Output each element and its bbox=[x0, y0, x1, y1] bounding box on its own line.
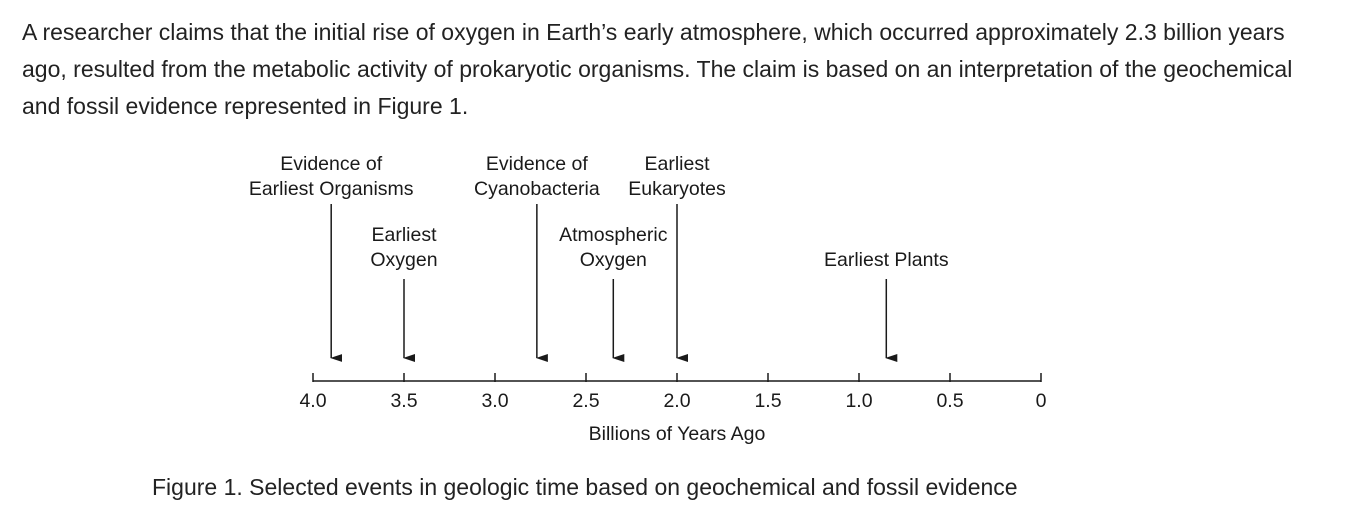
timeline-event: Earliest Eukaryotes bbox=[628, 153, 726, 362]
axis-label: Billions of Years Ago bbox=[589, 423, 766, 445]
event-label-line: Oxygen bbox=[370, 249, 437, 271]
axis-tick-label: 3.0 bbox=[481, 390, 508, 412]
intro-paragraph: A researcher claims that the initial ris… bbox=[22, 19, 1293, 119]
event-label-line: Earliest Plants bbox=[824, 249, 949, 271]
event-label-line: Cyanobacteria bbox=[474, 178, 600, 200]
axis-tick-label: 4.0 bbox=[299, 390, 326, 412]
axis-tick-label: 0.5 bbox=[936, 390, 963, 412]
event-label-line: Atmospheric bbox=[559, 224, 668, 246]
timeline-event: Evidence of Cyanobacteria bbox=[474, 153, 600, 362]
geologic-timeline-figure: 4.0 3.5 3.0 2.5 2.0 1.5 1.0 0.5 0 Evidence of Ear… bbox=[249, 153, 1047, 445]
axis-tick-label: 1.0 bbox=[845, 390, 872, 412]
event-label-line: Evidence of bbox=[486, 153, 588, 175]
axis-tick-label: 2.0 bbox=[663, 390, 690, 412]
timeline-events: Evidence of Earliest Organisms Earliest Oxy… bbox=[249, 153, 949, 362]
axis-tick-label: 0 bbox=[1036, 390, 1047, 412]
axis-tick-label: 3.5 bbox=[390, 390, 417, 412]
event-label-line: Earliest bbox=[371, 224, 437, 246]
timeline-event: Atmospheric Oxygen bbox=[559, 224, 668, 362]
axis-tick-label: 2.5 bbox=[572, 390, 599, 412]
event-label-line: Evidence of bbox=[280, 153, 382, 175]
axis-ticks: 4.0 3.5 3.0 2.5 2.0 1.5 1.0 0.5 0 bbox=[299, 373, 1047, 412]
timeline-event: Evidence of Earliest Organisms bbox=[249, 153, 414, 362]
event-label-line: Earliest bbox=[644, 153, 710, 175]
event-label-line: Earliest Organisms bbox=[249, 178, 414, 200]
timeline-event: Earliest Oxygen bbox=[370, 224, 438, 362]
figure-caption: Figure 1. Selected events in geologic ti… bbox=[152, 474, 1018, 500]
timeline-event: Earliest Plants bbox=[824, 249, 949, 362]
axis-tick-label: 1.5 bbox=[754, 390, 781, 412]
event-label-line: Oxygen bbox=[580, 249, 647, 271]
event-label-line: Eukaryotes bbox=[628, 178, 726, 200]
